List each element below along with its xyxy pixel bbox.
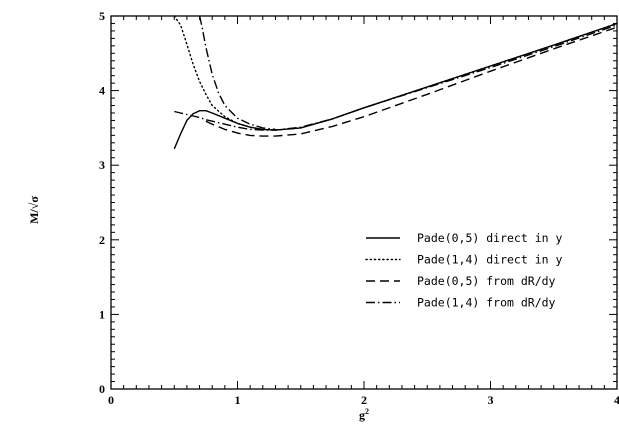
y-tick-label: 2 [99,233,105,247]
legend-label-4: Pade(1,4) from dR/dy [417,296,556,310]
series-line-3 [205,26,618,137]
y-tick-label: 1 [99,307,105,321]
x-axis-label-superscript: 2 [365,407,369,416]
legend-label-3: Pade(0,5) from dR/dy [417,274,556,288]
x-tick-label: 2 [361,393,367,407]
series-line-2 [173,15,618,131]
series-line-4 [174,24,618,131]
x-tick-label: 4 [614,393,619,407]
legend: Pade(0,5) direct in y Pade(1,4) direct in… [365,231,562,310]
x-axis-label: g2 [359,407,369,422]
x-tick-label: 1 [235,393,241,407]
y-tick-label: 5 [99,9,105,23]
plot-frame [110,15,618,390]
y-tick-labels: 0 1 2 3 4 5 [99,9,105,396]
series-line-5 [198,15,276,131]
y-tick-label: 3 [99,158,105,172]
series-layer [173,15,618,150]
tick-marks [110,15,618,390]
legend-label-2: Pade(1,4) direct in y [417,253,562,267]
legend-label-1: Pade(0,5) direct in y [417,231,562,245]
x-tick-label: 3 [488,393,494,407]
x-tick-labels: 0 1 2 3 4 [108,393,619,407]
y-tick-label: 4 [99,84,105,98]
y-axis-label: M/√σ [27,196,41,224]
y-tick-label: 0 [99,382,105,396]
x-tick-label: 0 [108,393,114,407]
series-line-1 [173,22,618,150]
